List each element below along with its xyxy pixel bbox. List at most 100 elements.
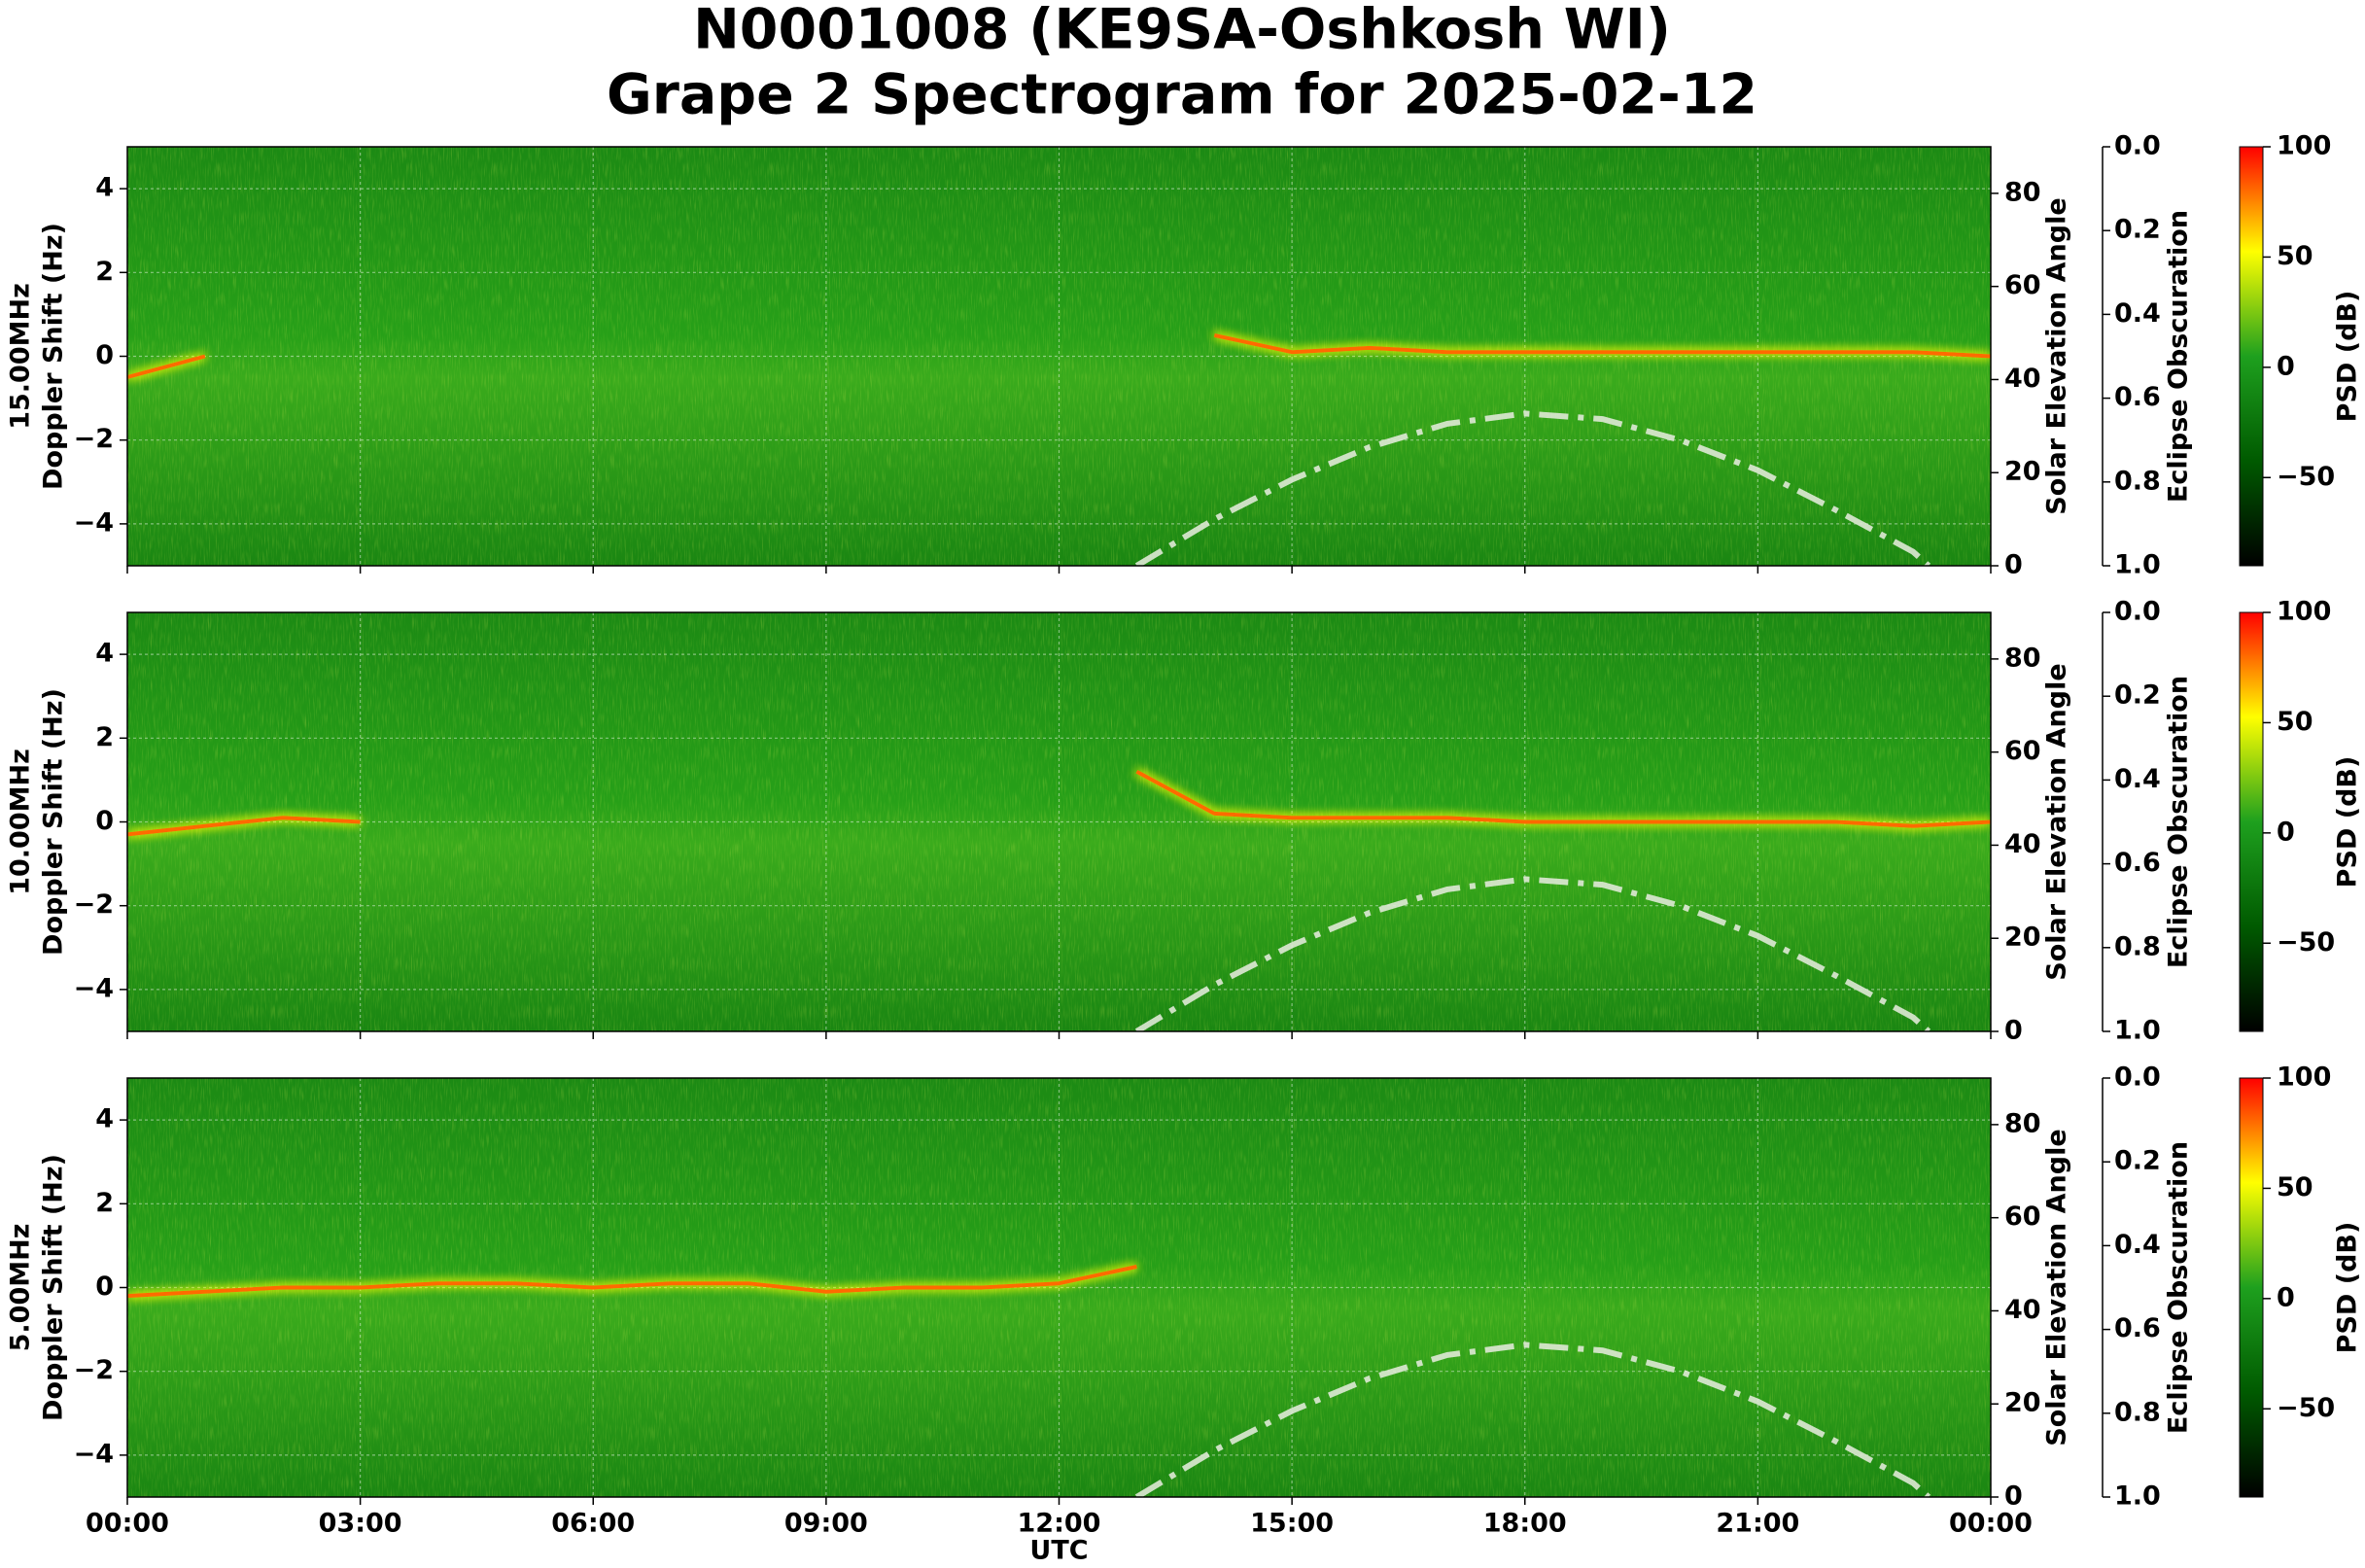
y-tick-label: 4 [95, 1104, 114, 1134]
doppler-trace [127, 1265, 1137, 1299]
solar-elevation-curve [1134, 410, 1931, 566]
y-tick-label: −2 [74, 424, 114, 454]
colorbar-tick-label: 0 [2277, 817, 2295, 847]
colorbar-tick-label: 100 [2277, 131, 2331, 161]
y3-tick-label: 0.0 [2114, 1063, 2161, 1093]
plot-area [127, 147, 1991, 566]
colorbar-label: PSD (dB) [2333, 756, 2363, 889]
solar-elevation-curve [1134, 1342, 1931, 1497]
x-tick-label: 18:00 [1483, 1509, 1567, 1539]
y2-tick-label: 60 [2004, 270, 2041, 300]
y-tick-label: 2 [95, 257, 114, 287]
y2-tick-label: 0 [2004, 1481, 2023, 1512]
colorbar-label: PSD (dB) [2333, 291, 2363, 423]
y-axis-label: Doppler Shift (Hz) [39, 688, 69, 956]
y-axis-label: Doppler Shift (Hz) [39, 1154, 69, 1421]
frequency-label: 5.00MHz [6, 1224, 36, 1352]
colorbar-tick-label: 50 [2277, 707, 2313, 737]
y3-axis-label: Eclipse Obscuration [2164, 1141, 2194, 1434]
y2-tick-label: 0 [2004, 550, 2023, 580]
y3-tick-label: 0.6 [2114, 1313, 2161, 1343]
y3-tick-label: 0.8 [2114, 931, 2161, 961]
colorbar [2239, 1077, 2264, 1498]
frequency-label: 15.00MHz [6, 283, 36, 430]
y2-axis-label: Solar Elevation Angle [2042, 1129, 2072, 1446]
y3-tick-label: 0.6 [2114, 382, 2161, 412]
colorbar-tick-label: 100 [2277, 597, 2331, 627]
y-tick-label: 2 [95, 1188, 114, 1218]
y-tick-label: 4 [95, 639, 114, 669]
title-line-2: Grape 2 Spectrogram for 2025-02-12 [607, 63, 1757, 127]
y2-tick-label: 20 [2004, 923, 2041, 953]
colorbar-tick-label: 0 [2277, 351, 2295, 381]
y2-tick-label: 20 [2004, 457, 2041, 487]
y2-tick-label: 0 [2004, 1016, 2023, 1046]
y3-tick-label: 0.8 [2114, 466, 2161, 496]
y2-tick-label: 40 [2004, 1295, 2041, 1325]
y3-tick-label: 0.8 [2114, 1397, 2161, 1427]
y2-tick-label: 20 [2004, 1388, 2041, 1418]
y-tick-label: −2 [74, 889, 114, 920]
x-tick-label: 06:00 [551, 1509, 635, 1539]
y3-axis-label: Eclipse Obscuration [2164, 210, 2194, 503]
y3-tick-label: 0.4 [2114, 298, 2161, 329]
x-tick-label: 00:00 [1949, 1509, 2033, 1539]
y3-tick-label: 0.2 [2114, 1146, 2161, 1176]
y3-tick-label: 1.0 [2114, 1481, 2161, 1512]
x-tick-label: 03:00 [319, 1509, 402, 1539]
y3-tick-label: 0.0 [2114, 131, 2161, 161]
y2-tick-label: 60 [2004, 1202, 2041, 1232]
y-tick-label: −4 [74, 973, 114, 1003]
y3-tick-label: 0.4 [2114, 764, 2161, 794]
solar-elevation-curve [1134, 876, 1931, 1031]
y3-tick-label: 0.6 [2114, 848, 2161, 878]
x-tick-label: 21:00 [1716, 1509, 1799, 1539]
colorbar-tick-label: −50 [2277, 1393, 2335, 1423]
y3-tick-label: 0.4 [2114, 1230, 2161, 1260]
title-line-1: N0001008 (KE9SA-Oshkosh WI) [693, 0, 1671, 62]
y2-axis-label: Solar Elevation Angle [2042, 197, 2072, 514]
colorbar-tick-label: −50 [2277, 462, 2335, 492]
y2-tick-label: 80 [2004, 643, 2041, 673]
y2-tick-label: 80 [2004, 1108, 2041, 1138]
frequency-label: 10.00MHz [6, 749, 36, 895]
y3-axis-label: Eclipse Obscuration [2164, 676, 2194, 968]
y2-tick-label: 60 [2004, 736, 2041, 766]
colorbar-tick-label: 50 [2277, 1172, 2313, 1202]
colorbar [2239, 611, 2264, 1032]
y2-tick-label: 40 [2004, 364, 2041, 394]
y3-tick-label: 0.2 [2114, 215, 2161, 245]
y-tick-label: −4 [74, 507, 114, 538]
y3-tick-label: 1.0 [2114, 1016, 2161, 1046]
spectrogram-noise [127, 1078, 1991, 1497]
y-tick-label: −4 [74, 1439, 114, 1469]
x-tick-label: 12:00 [1018, 1509, 1101, 1539]
y-tick-label: 0 [95, 1272, 114, 1302]
x-axis-label: UTC [1029, 1536, 1088, 1566]
plot-area [127, 1078, 1991, 1497]
colorbar-label: PSD (dB) [2333, 1222, 2363, 1354]
y2-tick-label: 40 [2004, 829, 2041, 859]
doppler-trace [127, 770, 1991, 837]
y-tick-label: 4 [95, 173, 114, 203]
x-tick-label: 15:00 [1250, 1509, 1334, 1539]
x-tick-label: 09:00 [784, 1509, 868, 1539]
doppler-trace [127, 332, 1991, 379]
y-tick-label: −2 [74, 1355, 114, 1385]
y-tick-label: 0 [95, 340, 114, 370]
colorbar-tick-label: 100 [2277, 1063, 2331, 1093]
colorbar-tick-label: 0 [2277, 1282, 2295, 1312]
y-tick-label: 0 [95, 806, 114, 836]
spectrogram-noise [127, 147, 1991, 566]
y3-tick-label: 0.2 [2114, 680, 2161, 711]
x-tick-label: 00:00 [86, 1509, 169, 1539]
y3-tick-label: 0.0 [2114, 597, 2161, 627]
y2-tick-label: 80 [2004, 177, 2041, 207]
y2-axis-label: Solar Elevation Angle [2042, 663, 2072, 980]
y-axis-label: Doppler Shift (Hz) [39, 223, 69, 490]
colorbar-tick-label: 50 [2277, 241, 2313, 271]
plot-area [127, 612, 1991, 1031]
colorbar [2239, 146, 2264, 567]
y-tick-label: 2 [95, 722, 114, 752]
